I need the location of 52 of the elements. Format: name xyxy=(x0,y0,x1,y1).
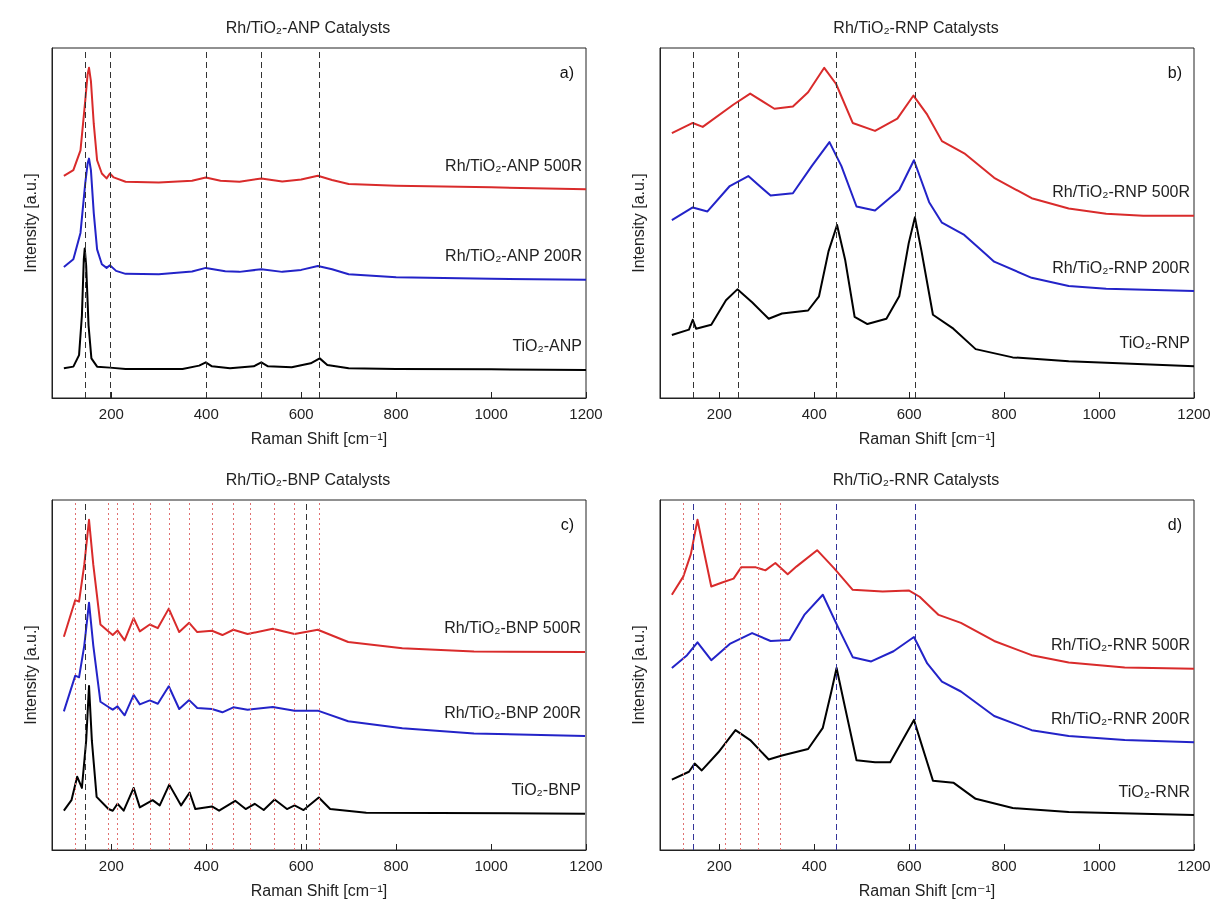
chart-title: Rh/TiO₂-RNP Catalysts xyxy=(833,18,999,36)
series-label: TiO₂-RNP xyxy=(1119,333,1190,351)
annotation: d) xyxy=(1167,515,1183,533)
x-tick-label: 200 xyxy=(706,405,732,422)
series-label: Rh/TiO₂-RNP 200R xyxy=(1052,258,1190,276)
x-tick-label: 1000 xyxy=(1082,857,1116,874)
chart-title: Rh/TiO₂-RNR Catalysts xyxy=(832,470,1000,488)
annotation: c) xyxy=(560,515,574,533)
series-label: Rh/TiO₂-RNR 200R xyxy=(1051,709,1190,727)
annotation: a) xyxy=(559,63,575,81)
x-tick-label: 800 xyxy=(991,405,1017,422)
x-tick-label: 800 xyxy=(383,857,409,874)
series-label: Rh/TiO₂-BNP 200R xyxy=(444,703,582,721)
series-label: Rh/TiO₂-RNP 500R xyxy=(1052,183,1190,201)
x-axis-title: Raman Shift [cm⁻¹] xyxy=(858,429,996,447)
series-label: Rh/TiO₂-ANP 500R xyxy=(445,156,582,174)
x-tick-label: 400 xyxy=(801,405,827,422)
series-label: Rh/TiO₂-BNP 500R xyxy=(444,619,582,637)
x-tick-label: 400 xyxy=(193,405,219,422)
series-label: Rh/TiO₂-ANP 200R xyxy=(445,247,582,265)
y-axis-title: Intensity [a.u.] xyxy=(21,625,39,725)
x-tick-label: 1000 xyxy=(1082,405,1116,422)
x-tick-label: 400 xyxy=(193,857,219,874)
x-tick-label: 1200 xyxy=(569,405,603,422)
x-tick-label: 400 xyxy=(801,857,827,874)
x-axis-title: Raman Shift [cm⁻¹] xyxy=(858,881,996,899)
x-tick-label: 1200 xyxy=(1177,405,1211,422)
x-tick-label: 600 xyxy=(288,857,314,874)
series-label: TiO₂-ANP xyxy=(512,337,582,355)
x-tick-label: 600 xyxy=(896,405,922,422)
x-axis-title: Raman Shift [cm⁻¹] xyxy=(250,429,388,447)
x-tick-label: 1200 xyxy=(569,857,603,874)
series-label: TiO₂-BNP xyxy=(511,781,582,799)
y-axis-title: Intensity [a.u.] xyxy=(21,173,39,273)
x-tick-label: 800 xyxy=(991,857,1017,874)
x-axis-title: Raman Shift [cm⁻¹] xyxy=(250,881,388,899)
x-tick-label: 1200 xyxy=(1177,857,1211,874)
x-tick-label: 200 xyxy=(98,405,124,422)
x-tick-label: 1000 xyxy=(474,857,508,874)
y-axis-title: Intensity [a.u.] xyxy=(629,625,647,725)
x-tick-label: 200 xyxy=(706,857,732,874)
y-axis-title: Intensity [a.u.] xyxy=(629,173,647,273)
x-tick-label: 800 xyxy=(383,405,409,422)
series-label: TiO₂-RNR xyxy=(1118,782,1190,800)
annotation: b) xyxy=(1167,63,1183,81)
series-label: Rh/TiO₂-RNR 500R xyxy=(1051,636,1190,654)
x-tick-label: 1000 xyxy=(474,405,508,422)
x-tick-label: 600 xyxy=(288,405,314,422)
x-tick-label: 600 xyxy=(896,857,922,874)
chart-title: Rh/TiO₂-ANP Catalysts xyxy=(225,18,391,36)
chart-title: Rh/TiO₂-BNP Catalysts xyxy=(225,470,391,488)
x-tick-label: 200 xyxy=(98,857,124,874)
